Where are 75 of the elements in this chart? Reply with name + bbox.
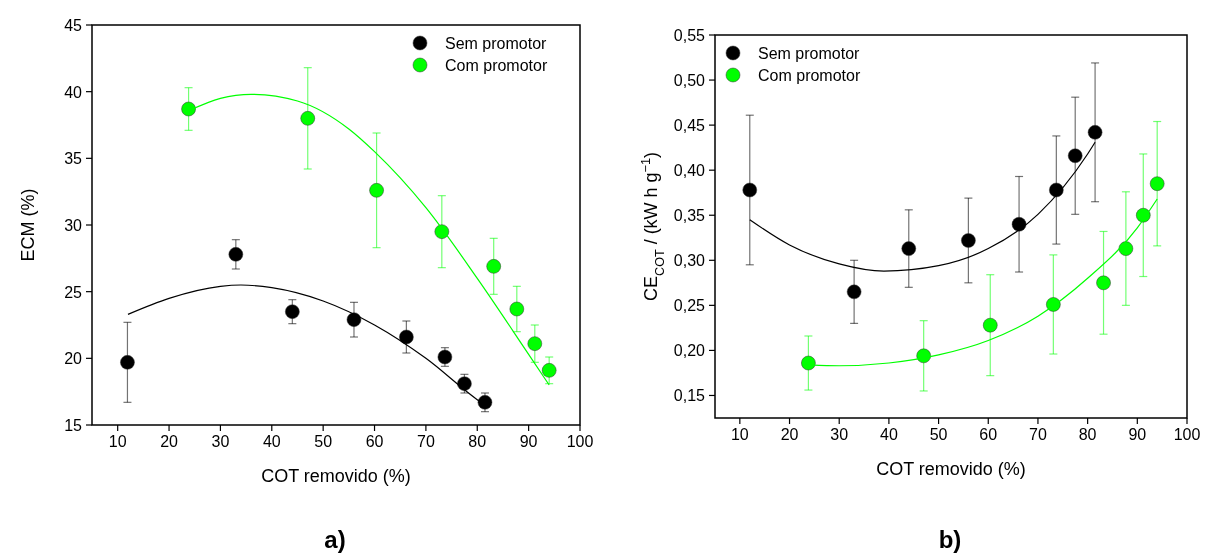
line-series xyxy=(749,141,1096,272)
x-tick-label: 20 xyxy=(160,433,179,450)
point xyxy=(181,101,196,117)
text: a) xyxy=(324,526,346,553)
x-tick-label: 70 xyxy=(1029,426,1047,443)
point xyxy=(300,111,315,126)
y-tick-label: 0,40 xyxy=(673,162,706,180)
x-tick-label: 90 xyxy=(519,433,538,450)
y-tick-label: 0,35 xyxy=(673,207,706,225)
point xyxy=(434,224,450,239)
point xyxy=(846,284,862,300)
x-tick-label: 10 xyxy=(108,433,127,450)
x-tick-label: 60 xyxy=(365,433,384,450)
y-tick-label: 0,45 xyxy=(673,117,706,135)
point xyxy=(1087,125,1103,140)
x-tick-label: 80 xyxy=(1078,426,1097,443)
point xyxy=(369,183,384,198)
point xyxy=(120,355,135,370)
y-tick-label: 20 xyxy=(64,350,83,368)
x-axis-title: COT removido (%) xyxy=(261,466,411,486)
y-tick-label: 0,50 xyxy=(673,72,706,90)
point xyxy=(1096,275,1111,291)
point xyxy=(1049,182,1064,198)
legend-label: Sem promotor xyxy=(445,35,548,52)
point xyxy=(983,317,998,333)
legend-label: Com promotor xyxy=(758,67,861,84)
point xyxy=(509,301,525,317)
x-tick-label: 20 xyxy=(780,426,799,443)
x-tick-label: 40 xyxy=(880,426,898,443)
y-tick-label: 0,20 xyxy=(673,342,706,360)
legend-label: Com promotor xyxy=(445,57,548,74)
y-tick-label: 35 xyxy=(64,150,83,168)
point xyxy=(1046,297,1061,312)
y-tick-label: 0,25 xyxy=(673,297,706,315)
y-tick-label: 15 xyxy=(64,417,83,434)
x-tick-label: 60 xyxy=(979,426,998,443)
x-tick-label: 10 xyxy=(730,426,749,443)
y-tick-label: 25 xyxy=(64,283,83,301)
point xyxy=(399,329,414,345)
y-tick-label: 30 xyxy=(64,217,83,234)
point xyxy=(228,247,244,262)
legend-label: Sem promotor xyxy=(758,45,861,62)
x-tick-label: 90 xyxy=(1128,426,1147,443)
point xyxy=(527,336,543,351)
x-tick-label: 50 xyxy=(314,433,333,450)
x-tick-label: 50 xyxy=(929,426,948,443)
point xyxy=(801,355,816,371)
x-tick-label: 100 xyxy=(566,433,594,450)
y-axis-title: ECM (%) xyxy=(18,188,38,262)
y-tick-label: 0,30 xyxy=(673,252,706,270)
x-axis-title: COT removido (%) xyxy=(876,459,1026,479)
y-tick-label: 0,15 xyxy=(673,387,706,405)
point xyxy=(961,233,976,248)
point xyxy=(901,241,917,256)
point xyxy=(1118,241,1134,256)
point xyxy=(346,312,362,327)
point xyxy=(486,259,501,274)
y-tick-label: 45 xyxy=(64,17,83,34)
x-tick-label: 80 xyxy=(468,433,487,450)
text: b) xyxy=(938,526,962,553)
point xyxy=(916,348,931,364)
point xyxy=(1067,148,1083,164)
x-tick-label: 30 xyxy=(830,426,849,443)
y-tick-label: 40 xyxy=(64,83,83,101)
y-tick-label: 0,55 xyxy=(673,27,706,44)
x-tick-label: 30 xyxy=(211,433,230,450)
point xyxy=(742,182,758,198)
point xyxy=(541,363,557,378)
x-tick-label: 70 xyxy=(417,433,435,450)
point xyxy=(1011,217,1027,232)
point xyxy=(1136,207,1151,223)
x-tick-label: 100 xyxy=(1173,426,1201,443)
x-tick-label: 40 xyxy=(262,433,281,450)
point xyxy=(285,304,300,319)
point xyxy=(1149,176,1165,191)
